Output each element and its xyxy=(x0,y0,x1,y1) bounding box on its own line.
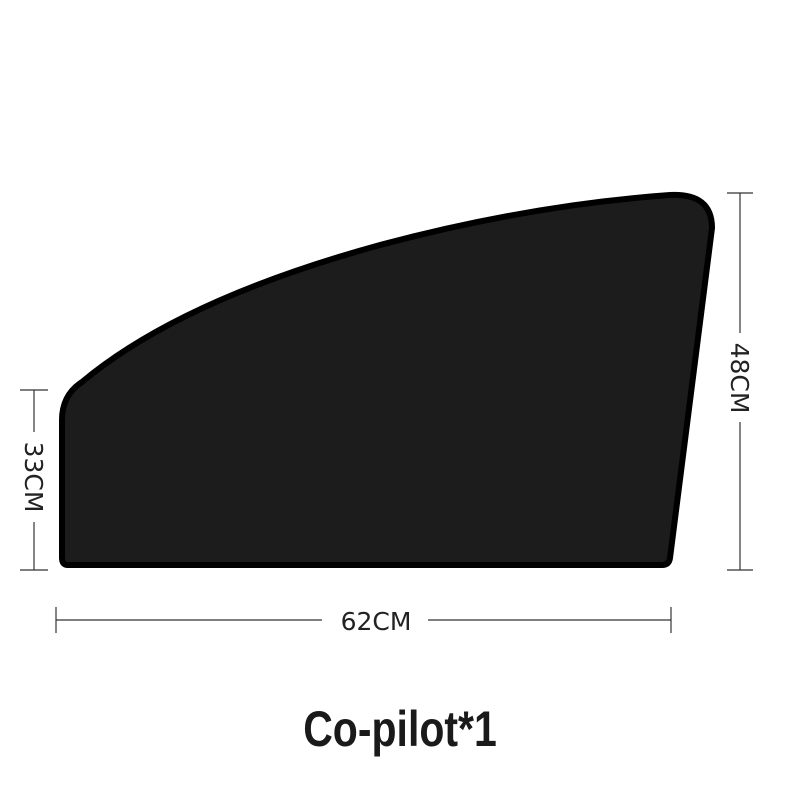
width-label: 62CM xyxy=(341,607,412,636)
width-dimension xyxy=(55,607,672,633)
right-height-label: 48CM xyxy=(725,343,754,414)
window-shade-shape xyxy=(59,191,715,568)
left-height-label: 33CM xyxy=(19,442,48,513)
caption-title: Co-pilot*1 xyxy=(303,701,497,757)
left-height-dimension xyxy=(20,389,48,571)
right-height-dimension xyxy=(727,192,753,571)
